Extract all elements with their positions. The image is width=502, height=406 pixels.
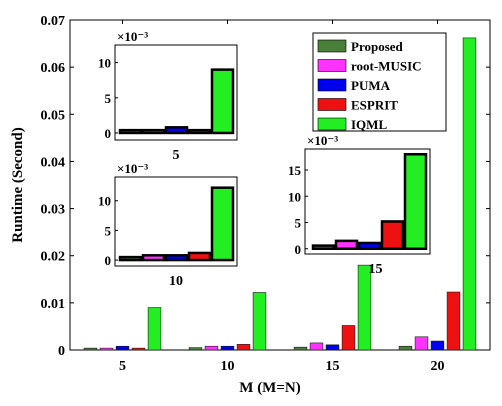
bar-iqml-15 <box>357 264 372 351</box>
plot-area: 0 0.01 0.02 0.03 0.04 0.05 0.06 0.07 5 10 15 20 <box>41 14 491 374</box>
bar-root-music-20 <box>414 336 429 351</box>
inset-category-label: 15 <box>369 262 383 277</box>
inset-bar-proposed <box>311 244 336 251</box>
inset-y-tick-label: 5 <box>295 216 302 231</box>
y-tick-label: 0.03 <box>41 203 66 218</box>
inset-5: 0 5 10 ×10⁻³ 5 <box>98 29 238 163</box>
inset-bar-iqml <box>403 153 428 250</box>
legend-label: Proposed <box>351 39 404 54</box>
bar-iqml-5 <box>147 307 162 351</box>
inset-bar-puma <box>357 241 382 251</box>
inset-bar-iqml <box>210 68 235 135</box>
legend-swatch <box>317 39 347 53</box>
bar-esprit-15 <box>341 325 356 351</box>
x-tick-label: 15 <box>326 359 340 374</box>
bar-root-music-15 <box>309 342 324 351</box>
legend-swatch <box>317 98 347 111</box>
inset-bar-iqml <box>210 186 235 262</box>
x-tick-label: 10 <box>221 359 235 374</box>
inset-bar-esprit <box>380 220 405 250</box>
legend-label: root-MUSIC <box>351 59 422 74</box>
inset-y-tick-label: 15 <box>288 163 302 178</box>
y-tick-label: 0.05 <box>41 108 66 123</box>
bar-esprit-10 <box>236 344 251 351</box>
y-tick-label: 0.01 <box>41 297 66 312</box>
inset-y-tick-label: 0 <box>105 126 112 141</box>
inset-bar-root-music <box>334 239 359 250</box>
inset-y-tick-label: 0 <box>295 242 302 257</box>
inset-category-label: 5 <box>173 148 180 163</box>
y-tick-label: 0.06 <box>41 61 66 76</box>
bar-puma-10 <box>220 345 235 351</box>
inset-y-tick-label: 10 <box>98 56 111 71</box>
y-tick-label: 0.07 <box>41 14 66 29</box>
inset-y-tick-label: 5 <box>105 91 112 106</box>
bar-esprit-20 <box>446 291 461 351</box>
x-axis-label: M (M=N) <box>239 380 300 396</box>
inset-15: 0 5 10 15 ×10⁻³ 15 <box>288 133 431 277</box>
y-tick-label: 0 <box>58 344 65 359</box>
x-tick-label: 5 <box>119 359 126 374</box>
legend-swatch <box>317 59 347 72</box>
inset-y-tick-label: 10 <box>288 189 301 204</box>
legend-label: IQML <box>351 117 387 132</box>
inset-y-tick-label: 5 <box>105 223 112 238</box>
inset-bar-root-music <box>141 254 166 262</box>
inset-bar-esprit <box>187 128 212 135</box>
inset-bar-proposed <box>118 128 143 135</box>
inset-bar-puma <box>164 126 189 135</box>
inset-exponent-label: ×10⁻³ <box>117 29 148 44</box>
inset-bar-puma <box>164 254 189 262</box>
legend-swatch <box>317 117 347 131</box>
bar-puma-5 <box>115 345 130 351</box>
y-axis-label: Runtime (Second) <box>10 127 26 242</box>
bar-puma-15 <box>325 344 340 351</box>
inset-bar-esprit <box>187 251 212 262</box>
bar-esprit-5 <box>131 347 146 351</box>
bar-proposed-20 <box>398 345 413 351</box>
plot-frame <box>69 19 491 351</box>
bar-proposed-10 <box>188 347 203 351</box>
legend-label: PUMA <box>351 78 391 93</box>
legend-swatch <box>317 78 347 92</box>
legend-label: ESPRIT <box>351 98 398 113</box>
inset-charts: 0 5 10 ×10⁻³ 5 0 5 10 ×10⁻³ 10 0 5 10 15 ×10⁻³ 15 <box>98 29 431 289</box>
bar-root-music-5 <box>99 347 114 351</box>
bar-proposed-5 <box>83 347 98 351</box>
y-tick-label: 0.02 <box>41 250 66 265</box>
inset-exponent-label: ×10⁻³ <box>117 161 148 176</box>
inset-exponent-label: ×10⁻³ <box>307 133 338 148</box>
y-tick-label: 0.04 <box>41 155 66 170</box>
inset-bar-proposed <box>118 255 143 262</box>
x-tick-label: 20 <box>431 359 445 374</box>
bar-iqml-20 <box>462 37 477 351</box>
bar-proposed-15 <box>293 346 308 351</box>
bar-puma-20 <box>430 340 445 351</box>
inset-bar-root-music <box>141 128 166 135</box>
inset-y-tick-label: 10 <box>98 194 111 209</box>
inset-y-tick-label: 0 <box>105 253 112 268</box>
inset-10: 0 5 10 ×10⁻³ 10 <box>98 161 238 289</box>
legend: Proposed root-MUSIC PUMA ESPRIT IQML <box>312 32 447 132</box>
bar-root-music-10 <box>204 345 219 351</box>
inset-category-label: 10 <box>169 274 183 289</box>
bar-iqml-10 <box>252 292 267 351</box>
